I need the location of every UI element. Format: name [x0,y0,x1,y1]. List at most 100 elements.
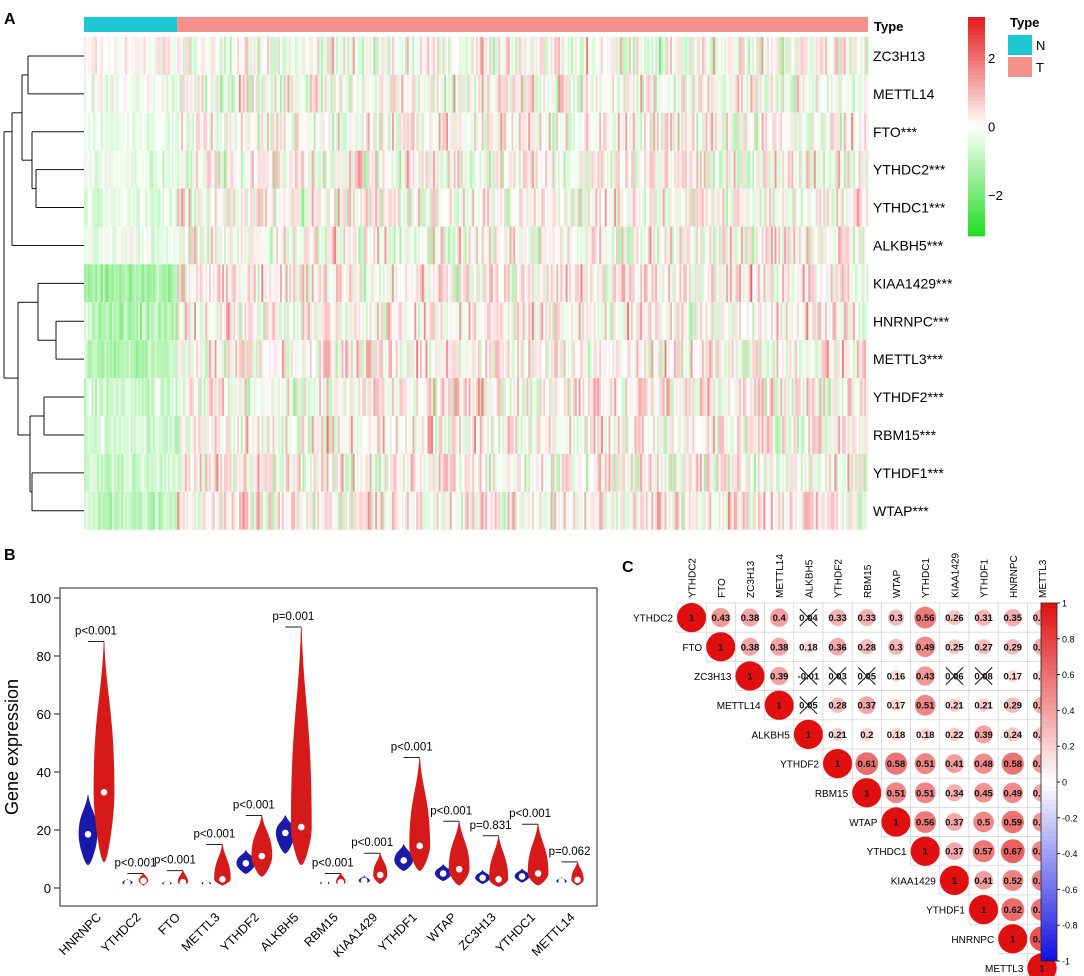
corr-value: 1 [718,642,724,653]
corr-value: 0.28 [828,701,847,712]
corr-circle [1002,782,1024,804]
correlation-panel: YTHDC2 FTO ZC3H13 METTL14 ALKBH5 YTHDF2 RBM15 W… [633,553,1078,976]
violin-y-axis: 0 20 40 60 80 100 [29,591,60,896]
violin-y-axis-label: Gene expression [2,679,22,815]
corr-circle [973,753,994,774]
type-legend: Type NT [1008,15,1045,77]
corr-circle [1001,898,1025,922]
corr-value: 1 [923,847,929,858]
violin-x-label: FTO [156,910,184,938]
corr-circle [975,609,992,626]
gene-label: YTHDF2*** [873,389,944,405]
corr-value: 0.43 [916,672,935,683]
corr-circle [830,727,845,742]
corr-row-label: YTHDF2 [780,760,819,771]
median-dot [518,873,526,880]
insignificant-cross [828,667,847,685]
corr-circle [888,638,904,655]
corr-circle [972,840,995,863]
gene-label: RBM15*** [873,427,937,443]
corr-circle [914,694,936,716]
corr-colorbar-tick: 0.2 [1062,742,1075,752]
corr-circle [969,895,999,925]
corr-value: 0.38 [741,613,760,624]
corr-value: 0.67 [1004,847,1023,858]
heat-colorbar-tick: 0 [988,120,995,135]
corr-value: 0.03 [828,672,847,683]
corr-value: 1 [747,672,753,683]
violin-tumor [290,626,312,866]
pvalue-label: p<0.001 [430,805,472,817]
corr-value: 0.51 [916,701,935,712]
corr-circle [852,778,882,808]
corr-value: 0.17 [887,701,906,712]
corr-circle [769,608,789,627]
corr-circle [858,609,876,626]
corr-value: 0.21 [945,701,964,712]
corr-row-label: METTL14 [717,701,761,712]
corr-circle [740,637,759,656]
corr-value: 0.49 [1004,788,1023,799]
pvalue-label: p<0.001 [115,858,157,870]
pvalue-label: p<0.001 [509,808,551,820]
violin-plot-frame [59,587,598,907]
violin-y-tick: 0 [44,881,51,896]
corr-circle [973,783,994,803]
median-dot [360,877,368,885]
corr-value: 0.49 [916,642,935,653]
corr-row-label: METTL3 [985,964,1024,975]
corr-circle [823,749,853,779]
corr-row-label: YTHDC1 [867,847,907,858]
pvalue-label: p=0.062 [549,846,591,858]
corr-value: 0.35 [1004,613,1023,624]
corr-circle [945,813,964,831]
corr-value: 0.41 [974,876,993,887]
type-annotation-bar [84,17,869,32]
insignificant-cross [857,667,876,685]
insignificant-cross [799,667,818,685]
corr-value: 1 [952,876,958,887]
gene-label: KIAA1429*** [873,275,953,291]
gene-label: YTHDF1*** [873,465,944,481]
median-dot [558,878,565,885]
corr-colorbar-tick: -0.6 [1062,885,1078,895]
corr-colorbar-tick: 0.8 [1062,634,1075,644]
corr-value: 0.2 [860,730,873,741]
corr-top-label: WTAP [892,570,903,598]
type-legend-swatch [1008,57,1032,77]
corr-circle [802,640,815,653]
median-dot [534,870,542,877]
corr-circle [945,784,963,802]
corr-circle [711,608,731,628]
corr-circle [914,811,937,833]
violin-x-label: HNRNPC [56,910,104,958]
violin-tumor [448,821,470,886]
panel-a-letter: A [4,11,16,28]
corr-circle [890,670,902,682]
corr-value: 0.38 [741,642,760,653]
corr-value: 0.48 [974,759,993,770]
gene-label: METTL14 [873,86,935,102]
corr-value: 0.51 [916,759,935,770]
corr-value: 0.57 [974,847,993,858]
corr-value: 0.26 [945,613,964,624]
insignificant-cross [945,667,964,685]
corr-row-labels: YTHDC2 FTO ZC3H13 METTL14 ALKBH5 YTHDF2 RBM15 W… [633,614,1024,975]
corr-value: 0.16 [887,672,906,683]
gene-label: HNRNPC*** [873,313,950,329]
median-dot [376,871,384,879]
corr-value: 1 [806,730,812,741]
annotation-tumor [177,17,869,32]
corr-value: 0.34 [945,788,964,799]
corr-value: 0.24 [1004,730,1023,741]
heat-colorbar-tick: 2 [988,51,995,66]
corr-value: 0.28 [858,642,877,653]
corr-value: 1 [893,818,899,829]
violin-y-tick: 80 [37,649,51,664]
pvalue-label: p<0.001 [154,855,196,867]
corr-circle [947,727,962,742]
row-dendrogram [3,55,84,512]
corr-value: 0.51 [887,788,906,799]
median-dot [100,789,108,796]
corr-circle [706,632,736,662]
